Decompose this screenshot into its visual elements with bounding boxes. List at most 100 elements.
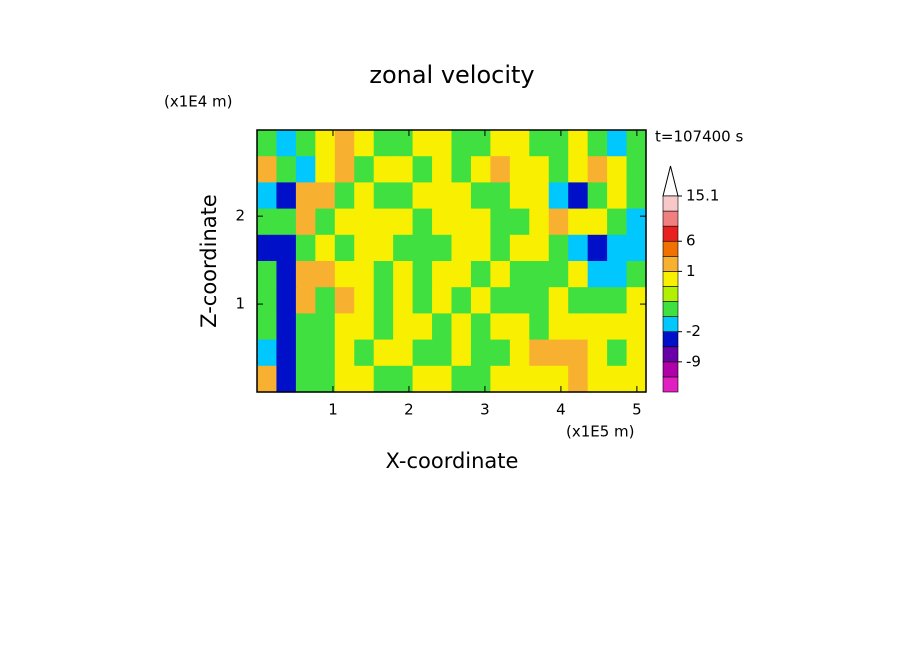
field-cell: [315, 182, 336, 210]
field-cell: [451, 287, 472, 314]
field-cell: [373, 287, 394, 314]
colorbar-box: [662, 301, 679, 317]
field-cell: [607, 182, 628, 210]
field-cell: [257, 287, 278, 314]
field-cell: [276, 208, 297, 236]
field-cell: [587, 339, 608, 367]
field-cell: [412, 287, 433, 314]
field-cell: [334, 156, 355, 183]
field-cell: [373, 365, 394, 393]
field-cell: [451, 208, 472, 236]
field-cell: [548, 156, 569, 183]
field-cell: [470, 313, 491, 341]
field-cell: [354, 287, 375, 314]
field-cell: [568, 182, 589, 210]
field-cell: [295, 208, 316, 236]
field-cell: [295, 234, 316, 262]
field-cell: [607, 365, 628, 393]
field-cell: [607, 261, 628, 288]
field-cell: [626, 182, 647, 210]
colorbar-box: [662, 346, 679, 363]
field-cell: [412, 130, 433, 157]
x-tick-label: 1: [328, 401, 338, 419]
field-cell: [509, 234, 530, 262]
x-tick-label: 5: [632, 401, 642, 419]
field-cell: [315, 261, 336, 288]
colorbar-tick-label: -9: [686, 352, 701, 370]
field-cell: [607, 313, 628, 341]
field-cell: [548, 208, 569, 236]
field-cell: [393, 339, 414, 367]
field-cell: [529, 261, 550, 288]
field-cell: [626, 261, 647, 288]
field-cell: [568, 156, 589, 183]
field-cell: [529, 339, 550, 367]
field-cell: [587, 130, 608, 157]
field-cell: [568, 261, 589, 288]
field-cell: [626, 156, 647, 183]
field-cell: [509, 130, 530, 157]
field-cell: [607, 156, 628, 183]
y-axis-title: Z-coordinate: [197, 194, 221, 328]
field-cell: [334, 130, 355, 157]
field-cell: [334, 234, 355, 262]
x-tick-label: 2: [404, 401, 414, 419]
field-cell: [451, 130, 472, 157]
field-cell: [548, 234, 569, 262]
field-cell: [470, 208, 491, 236]
field-cell: [373, 313, 394, 341]
field-cell: [334, 313, 355, 341]
field-cell: [490, 208, 511, 236]
field-cell: [509, 365, 530, 393]
field-cell: [626, 130, 647, 157]
field-cell: [432, 156, 453, 183]
field-cell: [568, 287, 589, 314]
field-cell: [334, 208, 355, 236]
field-cell: [490, 130, 511, 157]
colorbar-box: [662, 225, 679, 242]
field-cell: [257, 261, 278, 288]
colorbar-box: [662, 240, 679, 257]
field-cell: [354, 208, 375, 236]
field-cell: [548, 130, 569, 157]
colorbar-tick-label: 1: [686, 262, 696, 280]
x-tick-label: 4: [556, 401, 566, 419]
field-cell: [451, 339, 472, 367]
field-cell: [626, 365, 647, 393]
field-cell: [412, 261, 433, 288]
field-cell: [373, 182, 394, 210]
field-cell: [295, 313, 316, 341]
colorbar-box: [662, 286, 679, 302]
field-cell: [490, 287, 511, 314]
field-cell: [548, 182, 569, 210]
field-cell: [315, 208, 336, 236]
colorbar-extend: [662, 165, 679, 197]
field-cell: [412, 156, 433, 183]
field-cell: [451, 261, 472, 288]
field-cell: [354, 130, 375, 157]
field-cell: [587, 261, 608, 288]
field-cell: [529, 313, 550, 341]
field-cell: [607, 287, 628, 314]
field-cell: [354, 365, 375, 393]
field-cell: [276, 182, 297, 210]
field-cell: [315, 130, 336, 157]
field-cell: [529, 287, 550, 314]
field-cell: [393, 313, 414, 341]
field-cell: [315, 313, 336, 341]
field-cell: [509, 182, 530, 210]
field-cell: [451, 156, 472, 183]
field-cell: [257, 234, 278, 262]
field-cell: [393, 156, 414, 183]
field-cell: [568, 313, 589, 341]
field-cell: [412, 234, 433, 262]
y-tick-label: 2: [235, 207, 245, 225]
field-cell: [568, 208, 589, 236]
field-cell: [295, 365, 316, 393]
field-cell: [315, 365, 336, 393]
field-cell: [529, 130, 550, 157]
field-cell: [568, 365, 589, 393]
field-cell: [295, 261, 316, 288]
field-cell: [470, 156, 491, 183]
